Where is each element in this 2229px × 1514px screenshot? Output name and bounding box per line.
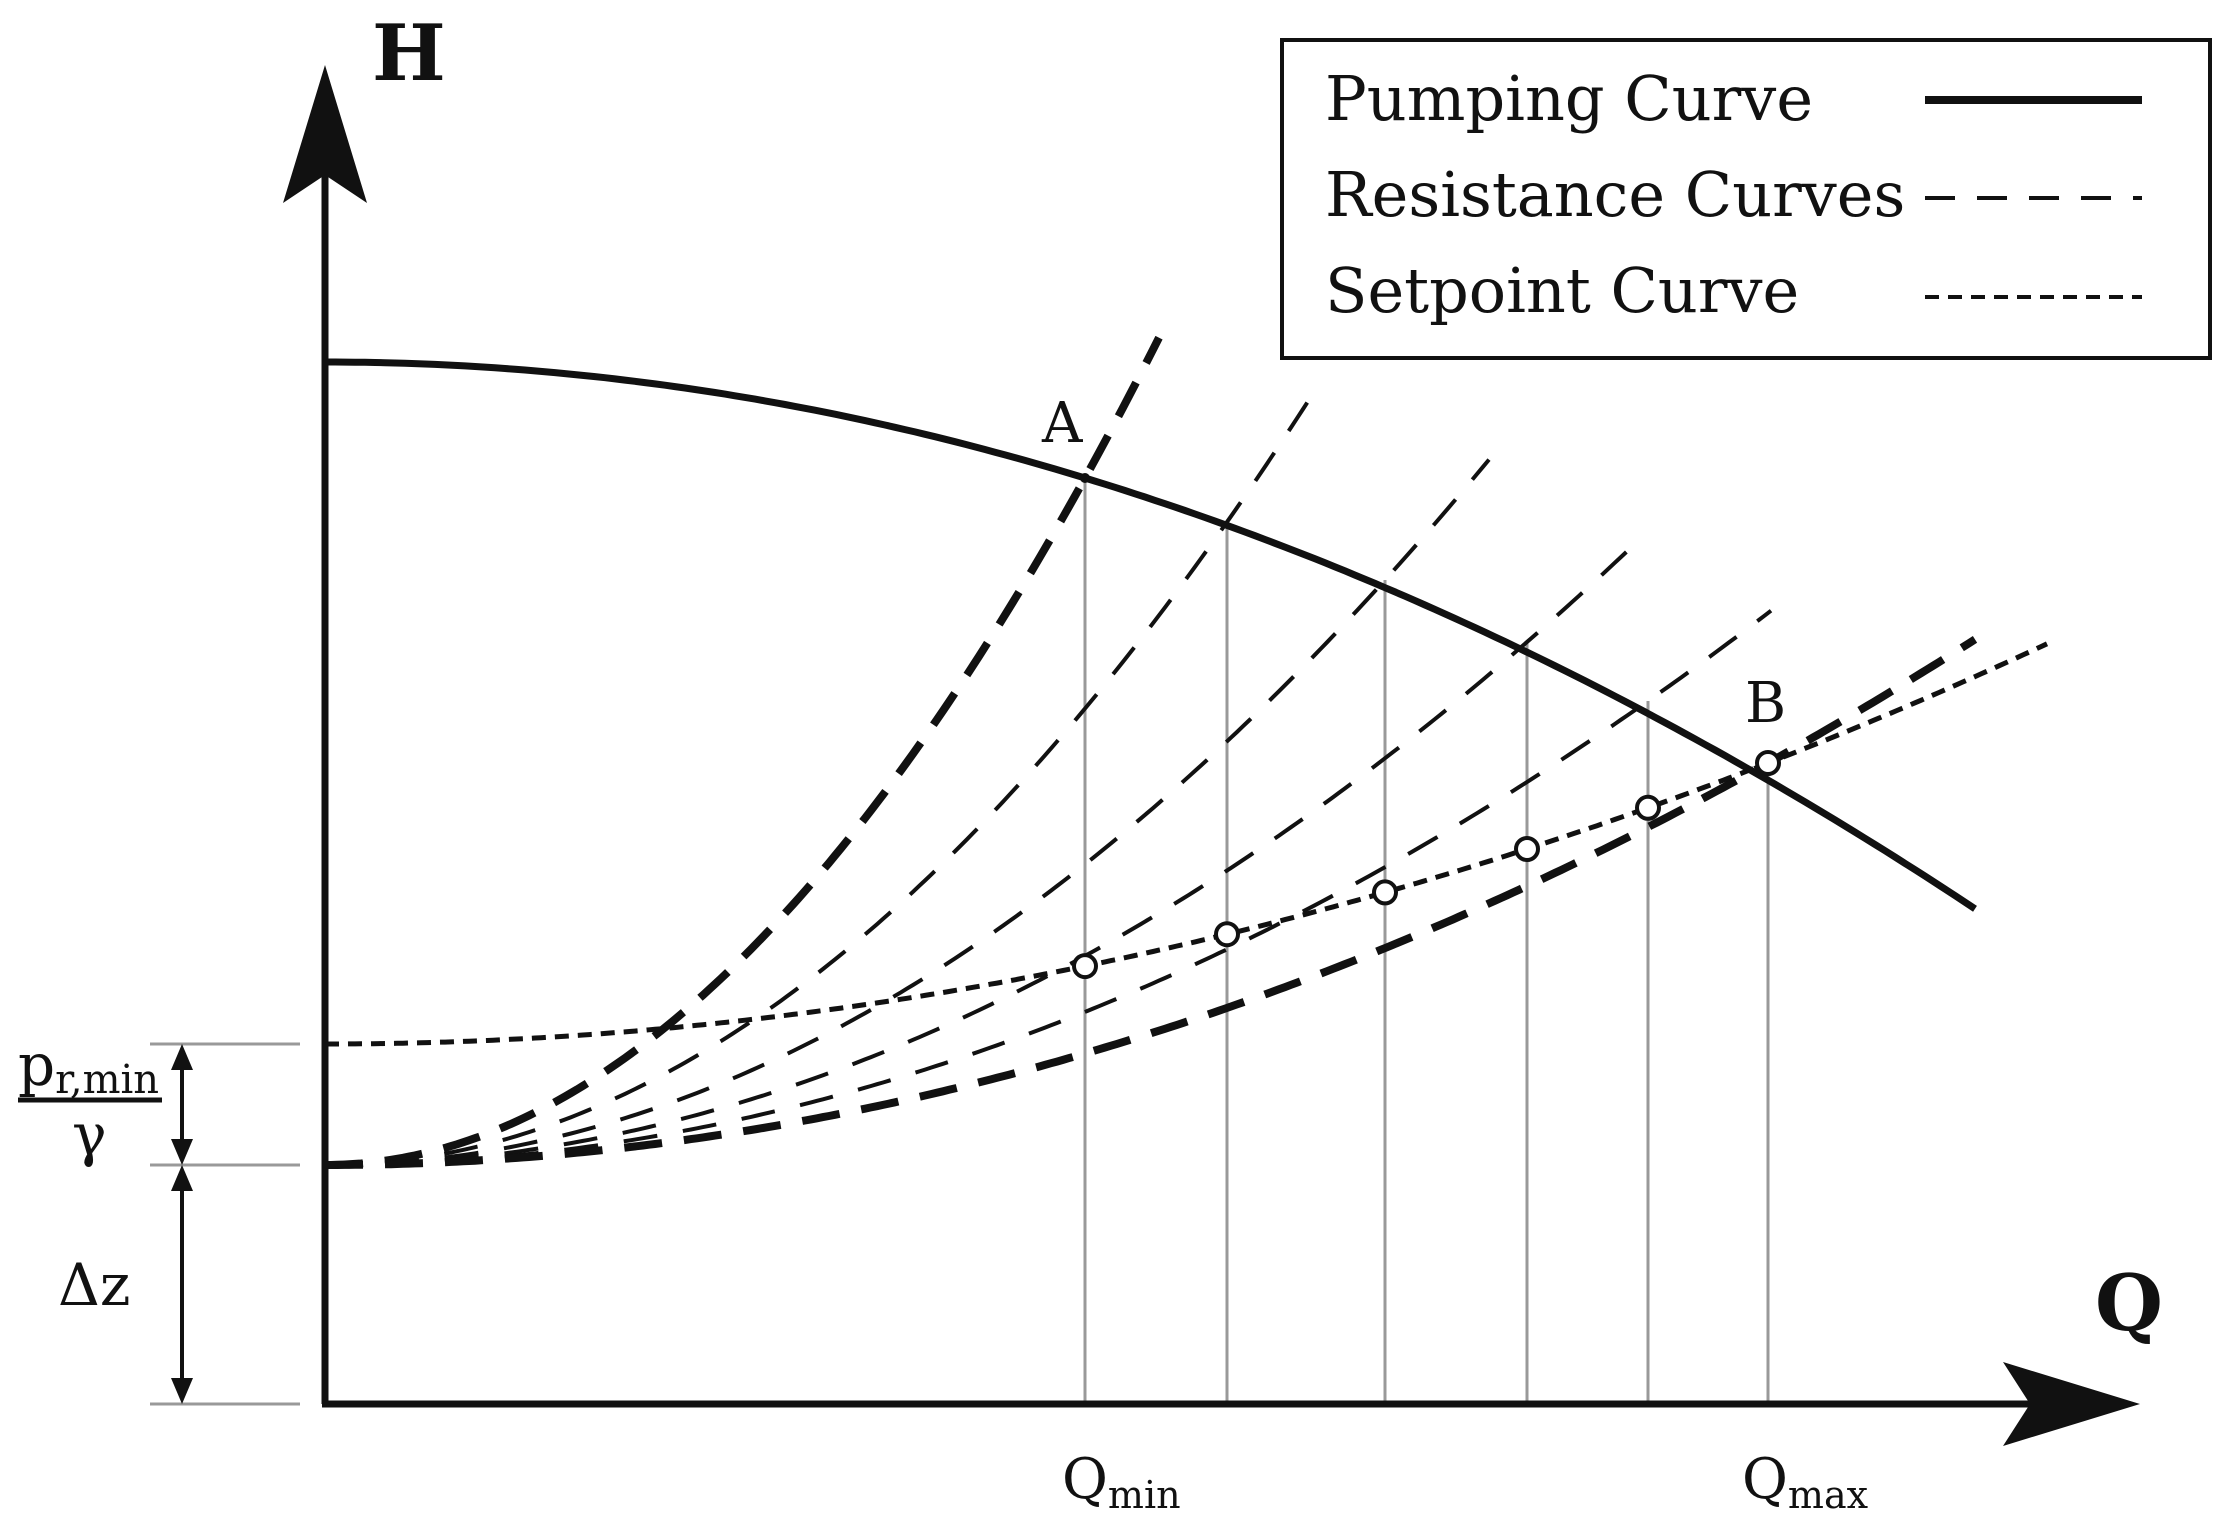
point-b-label: B — [1745, 671, 1786, 736]
qmin-base: Q — [1062, 1447, 1108, 1512]
resistance-curve-4 — [325, 538, 1641, 1167]
setpoint-curve-group — [325, 641, 2049, 1047]
y-axis-title: H — [372, 8, 446, 99]
resistance-curve-3 — [325, 458, 1491, 1167]
setpoint-marker-1 — [1072, 953, 1098, 980]
setpoint-curve — [325, 641, 2049, 1047]
resistance-curve-1 — [325, 335, 1163, 1169]
qmin-sub: min — [1108, 1473, 1181, 1514]
y-axis-arrow-icon — [283, 65, 367, 203]
setpoint-marker-6 — [1755, 750, 1781, 776]
x-axis-arrow-icon — [2003, 1362, 2140, 1446]
dz-dim-arrow-up-icon — [171, 1165, 193, 1191]
resistance-curve-6 — [325, 636, 1978, 1169]
delta-z-label: Δz — [58, 1251, 130, 1319]
legend-pumping-label: Pumping Curve — [1325, 62, 1813, 135]
setpoint-marker-3 — [1372, 879, 1398, 906]
pumping-curve — [325, 358, 1977, 912]
p-rmin-label: pr,min — [18, 1031, 159, 1103]
setpoint-markers — [1072, 473, 1781, 980]
vertical-guide-lines — [1083, 478, 1770, 1404]
point-a-label: A — [1041, 391, 1083, 456]
dimension-arrows — [171, 1044, 193, 1404]
axes — [283, 65, 2140, 1446]
legend: Pumping Curve Resistance Curves Setpoint… — [1280, 38, 2212, 360]
gamma-label: γ — [72, 1101, 107, 1169]
legend-resistance-label: Resistance Curves — [1325, 158, 1905, 231]
side-guides — [150, 1042, 300, 1406]
p-dim-arrow-up-icon — [171, 1044, 193, 1070]
qmax-sub: max — [1788, 1473, 1868, 1514]
qmax-base: Q — [1742, 1447, 1788, 1512]
point-a-marker — [1080, 473, 1090, 483]
qmax-label: Qmax — [1742, 1447, 1868, 1514]
p-base: p — [18, 1031, 55, 1099]
x-axis-title: Q — [2095, 1258, 2163, 1349]
setpoint-marker-2 — [1214, 921, 1240, 948]
resistance-curve-5 — [325, 609, 1773, 1167]
p-sub: r,min — [55, 1057, 159, 1103]
p-dim-arrow-down-icon — [171, 1139, 193, 1165]
qmin-label: Qmin — [1062, 1447, 1181, 1514]
legend-setpoint-label: Setpoint Curve — [1325, 254, 1799, 327]
resistance-curve-2 — [325, 398, 1311, 1167]
resistance-curves — [325, 335, 1978, 1169]
dz-dim-arrow-down-icon — [171, 1378, 193, 1404]
setpoint-marker-4 — [1514, 836, 1540, 862]
setpoint-marker-5 — [1635, 794, 1661, 821]
